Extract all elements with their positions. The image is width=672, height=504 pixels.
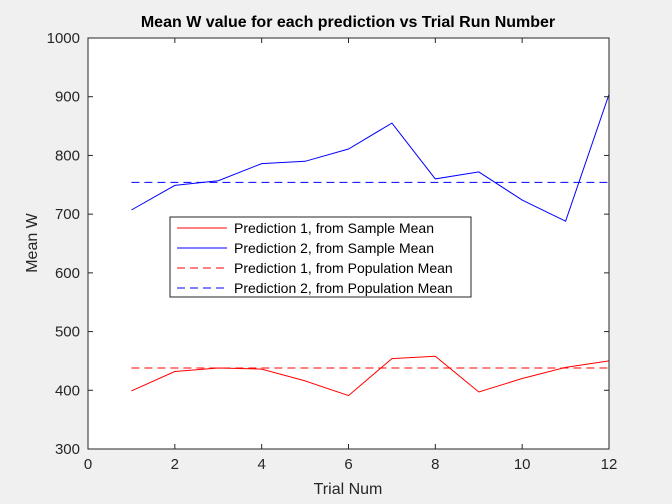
y-tick-label: 300 bbox=[55, 441, 80, 458]
tick-layer: 0 2 4 6 8 10 12 300 400 500 600 700 800 900 1000 bbox=[47, 30, 618, 473]
x-tick-label: 10 bbox=[514, 456, 531, 473]
legend-label-4: Prediction 2, from Population Mean bbox=[234, 280, 453, 296]
x-tick-label: 0 bbox=[84, 456, 92, 473]
y-tick-label: 1000 bbox=[47, 30, 80, 47]
legend-box bbox=[169, 216, 472, 298]
legend: Prediction 1, from Sample Mean Prediction… bbox=[169, 216, 472, 298]
series-line-1 bbox=[131, 355, 610, 397]
x-tick-label: 12 bbox=[601, 456, 618, 473]
x-tick-label: 4 bbox=[257, 456, 265, 473]
y-tick-label: 500 bbox=[55, 324, 80, 341]
y-axis-label: Mean W bbox=[24, 212, 41, 272]
y-tick-label: 600 bbox=[55, 265, 80, 282]
legend-label-1: Prediction 1, from Sample Mean bbox=[234, 220, 434, 236]
legend-label-3: Prediction 1, from Population Mean bbox=[234, 260, 453, 276]
x-tick-label: 2 bbox=[171, 456, 179, 473]
legend-label-2: Prediction 2, from Sample Mean bbox=[234, 240, 434, 256]
series-layer bbox=[131, 94, 610, 397]
x-axis-label: Trial Num bbox=[314, 481, 383, 498]
y-tick-label: 800 bbox=[55, 147, 80, 164]
x-tick-label: 8 bbox=[431, 456, 439, 473]
chart-title: Mean W value for each prediction vs Tria… bbox=[141, 14, 555, 31]
y-tick-label: 400 bbox=[55, 382, 80, 399]
y-tick-label: 700 bbox=[55, 206, 80, 223]
x-tick-label: 6 bbox=[344, 456, 352, 473]
y-tick-label: 900 bbox=[55, 89, 80, 106]
series-line-2 bbox=[131, 94, 610, 222]
